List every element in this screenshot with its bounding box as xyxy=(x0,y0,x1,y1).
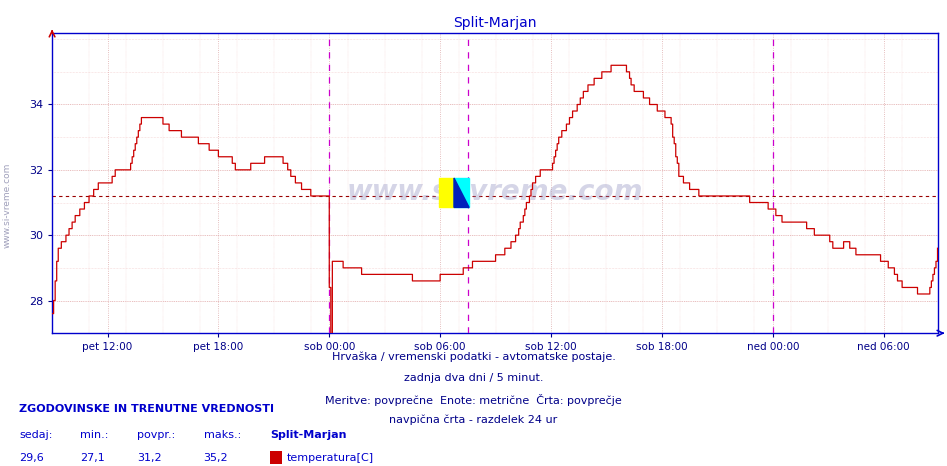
Text: zadnja dva dni / 5 minut.: zadnja dva dni / 5 minut. xyxy=(403,373,544,383)
Text: 31,2: 31,2 xyxy=(137,453,162,463)
Text: povpr.:: povpr.: xyxy=(137,430,175,440)
Text: ZGODOVINSKE IN TRENUTNE VREDNOSTI: ZGODOVINSKE IN TRENUTNE VREDNOSTI xyxy=(19,404,274,414)
Text: Hrvaška / vremenski podatki - avtomatske postaje.: Hrvaška / vremenski podatki - avtomatske… xyxy=(331,352,616,363)
Text: maks.:: maks.: xyxy=(204,430,241,440)
Text: 35,2: 35,2 xyxy=(204,453,228,463)
Text: Meritve: povprečne  Enote: metrične  Črta: povprečje: Meritve: povprečne Enote: metrične Črta:… xyxy=(325,394,622,406)
Text: 29,6: 29,6 xyxy=(19,453,44,463)
Text: min.:: min.: xyxy=(80,430,109,440)
Polygon shape xyxy=(454,178,469,207)
Text: Split-Marjan: Split-Marjan xyxy=(270,430,347,440)
Bar xyxy=(438,178,454,207)
Text: sedaj:: sedaj: xyxy=(19,430,52,440)
Title: Split-Marjan: Split-Marjan xyxy=(453,16,537,30)
Bar xyxy=(454,178,469,207)
Text: navpična črta - razdelek 24 ur: navpična črta - razdelek 24 ur xyxy=(389,415,558,425)
Text: www.si-vreme.com: www.si-vreme.com xyxy=(347,178,643,206)
Text: www.si-vreme.com: www.si-vreme.com xyxy=(3,162,12,248)
Text: 27,1: 27,1 xyxy=(80,453,105,463)
Text: temperatura[C]: temperatura[C] xyxy=(287,453,374,463)
